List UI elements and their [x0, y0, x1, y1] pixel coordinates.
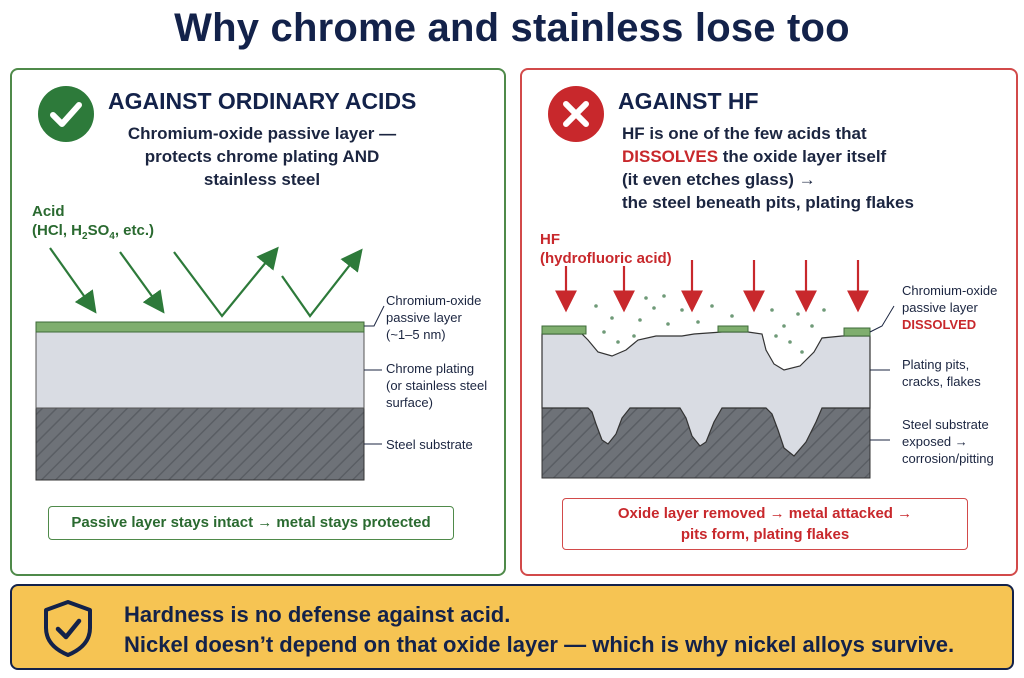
- plating-pits-callout: Plating pits, cracks, flakes: [902, 357, 981, 389]
- protected-surface-diagram: [35, 246, 385, 481]
- acid-arrow-reflected: [173, 246, 279, 318]
- oxide-remnant: [843, 327, 871, 337]
- summary-banner: Hardness is no defense against acid. Nic…: [10, 584, 1014, 670]
- chrome-plating-callout: Chrome plating (or stainless steel surfa…: [386, 361, 488, 410]
- banner-explanation: Nickel doesn’t depend on that oxide laye…: [124, 632, 955, 657]
- hf-panel: AGAINST HF HF is one of the few acids th…: [520, 68, 1018, 576]
- exposed-substrate-callout: Steel substrate exposed → corrosion/pitt…: [902, 417, 994, 466]
- dissolved-oxide-callout: Chromium-oxide passive layer DISSOLVED: [902, 283, 998, 332]
- shield-check-icon: [44, 600, 92, 657]
- steel-substrate-layer: [35, 407, 365, 481]
- ordinary-acids-heading: AGAINST ORDINARY ACIDS: [108, 88, 417, 114]
- hf-heading: AGAINST HF: [618, 88, 759, 114]
- ordinary-acids-description: Chromium-oxide passive layer — protects …: [127, 124, 397, 189]
- page-title: Why chrome and stainless lose too: [174, 6, 850, 50]
- oxide-passive-layer: [35, 321, 365, 333]
- chrome-plating-layer: [35, 331, 365, 409]
- attacked-surface-diagram: [541, 260, 895, 479]
- check-icon: [38, 86, 94, 142]
- ordinary-acids-panel: AGAINST ORDINARY ACIDS Chromium-oxide pa…: [10, 68, 506, 576]
- protected-result-box: Passive layer stays intact → metal stays…: [48, 506, 454, 540]
- oxide-remnant: [541, 325, 587, 335]
- oxide-layer-callout: Chromium-oxide passive layer (~1–5 nm): [386, 293, 482, 342]
- hf-description: HF is one of the few acids that DISSOLVE…: [622, 124, 914, 212]
- oxide-remnant: [717, 325, 749, 333]
- attacked-result-box: Oxide layer removed → metal attacked → p…: [562, 498, 968, 550]
- acid-arrow-incoming: [49, 247, 97, 314]
- acid-arrow-incoming: [119, 251, 165, 314]
- acid-label: Acid (HCl, H2SO4, etc.): [32, 203, 154, 242]
- damaged-plating-layer: [541, 331, 871, 457]
- acid-arrow-reflected: [281, 248, 363, 318]
- steel-substrate-callout: Steel substrate: [386, 437, 473, 452]
- x-icon: [548, 86, 604, 142]
- hf-acid-label: HF (hydrofluoric acid): [540, 231, 672, 267]
- banner-headline: Hardness is no defense against acid.: [124, 602, 511, 627]
